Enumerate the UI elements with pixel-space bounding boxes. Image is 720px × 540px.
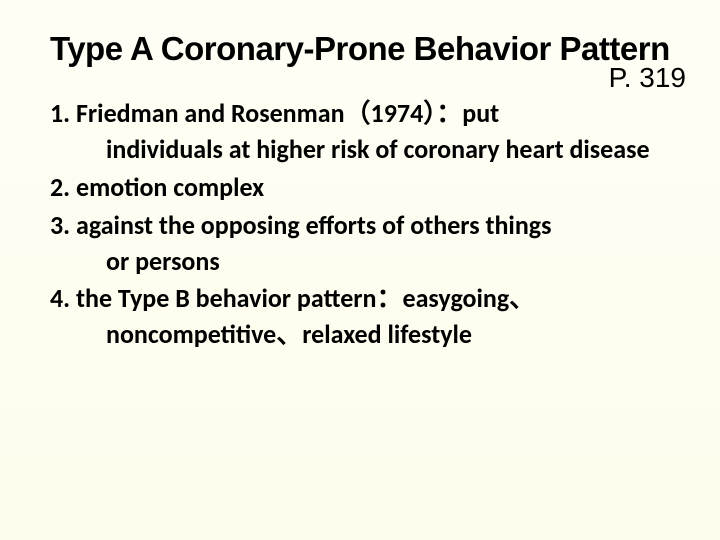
list-item: 3. against the opposing efforts of other…	[50, 208, 680, 280]
item-body: individuals at higher risk of coronary h…	[50, 132, 680, 168]
item-body: noncompetitive、relaxed lifestyle	[50, 317, 680, 353]
item-number: 1.	[50, 97, 70, 129]
item-lead: against the opposing efforts of others t…	[70, 209, 551, 241]
slide-title: Type A Coronary-Prone Behavior Pattern	[50, 30, 680, 68]
item-number: 4.	[50, 282, 70, 314]
list-item: 4. the Type B behavior pattern：easygoing…	[50, 281, 680, 353]
item-lead: emotion complex	[70, 171, 264, 203]
item-lead: the Type B behavior pattern：easygoing、	[70, 282, 535, 314]
item-number: 3.	[50, 209, 70, 241]
list-item: 2. emotion complex	[50, 170, 680, 206]
page-reference: P. 319	[609, 62, 686, 94]
item-number: 2.	[50, 171, 70, 203]
title-block: Type A Coronary-Prone Behavior Pattern P…	[50, 30, 680, 68]
list-item: 1. Friedman and Rosenman（1974）：put indiv…	[50, 96, 680, 168]
item-lead: Friedman and Rosenman（1974）：put	[70, 97, 499, 129]
content-list: 1. Friedman and Rosenman（1974）：put indiv…	[50, 96, 680, 353]
item-body: or persons	[50, 244, 680, 280]
